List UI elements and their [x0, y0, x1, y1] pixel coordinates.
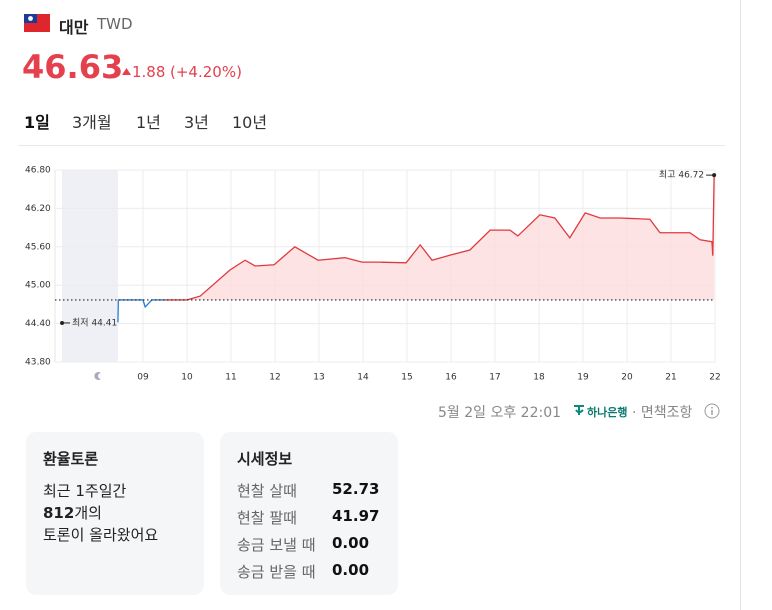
x-tick-label: 14	[357, 373, 369, 383]
disclaimer[interactable]: · 면책조항	[632, 405, 693, 421]
annotation: 최고 46.72	[659, 170, 704, 181]
row-label: 송금 보낼 때	[237, 536, 316, 554]
flag	[24, 14, 50, 32]
bank-logo	[574, 405, 584, 415]
x-tick-label: 22	[709, 373, 720, 383]
x-tick-label: 15	[401, 373, 412, 383]
row-label: 현찰 팔때	[237, 509, 297, 527]
separator	[18, 145, 725, 146]
discussion-card[interactable]: 환율토론 최근 1주일간 812개의 토론이 올라왔어요	[26, 432, 204, 595]
y-tick-label: 44.40	[25, 319, 51, 329]
row-value: 0.00	[332, 561, 370, 579]
x-tick-label: 19	[577, 373, 589, 383]
up-arrow	[122, 68, 131, 75]
x-tick-label: 17	[489, 373, 500, 383]
currency-name: 대만	[59, 18, 89, 37]
row-value: 41.97	[332, 507, 380, 525]
row-value: 0.00	[332, 534, 370, 552]
line	[165, 175, 715, 301]
night-icon	[94, 371, 101, 380]
row-value: 52.73	[332, 480, 380, 498]
row-label: 송금 받을 때	[237, 563, 316, 581]
x-tick-label: 18	[533, 373, 545, 383]
change-pct: (+4.20%)	[170, 63, 242, 81]
tab[interactable]: 3년	[184, 113, 209, 132]
text: 토론이 올라왔어요	[43, 526, 159, 544]
tab[interactable]: 1년	[136, 113, 161, 132]
x-tick-label: 13	[313, 373, 324, 383]
annotation: 최저 44.41	[72, 317, 117, 328]
card-title: 환율토론	[43, 450, 99, 468]
bank-name: 하나은행	[587, 406, 628, 419]
divider	[740, 0, 741, 610]
rate: 46.63	[22, 48, 124, 86]
x-tick-label: 10	[181, 373, 193, 383]
currency-code: TWD	[97, 15, 133, 33]
y-tick-label: 46.80	[25, 166, 51, 176]
timestamp: 5월 2일 오후 22:01	[438, 405, 562, 421]
x-tick-label: 20	[621, 373, 633, 383]
tab[interactable]: 10년	[232, 113, 268, 132]
x-tick-label: 12	[269, 373, 280, 383]
tab[interactable]: 3개월	[72, 113, 112, 132]
price-card: 시세정보 현찰 살때 52.73 현찰 팔때 41.97 송금 보낼 때 0.00 송금 받…	[220, 432, 398, 595]
info-icon[interactable]	[704, 403, 720, 419]
x-tick-label: 16	[445, 373, 457, 383]
count: 812	[43, 504, 75, 522]
area	[165, 175, 715, 300]
y-tick-label: 46.20	[25, 204, 51, 214]
text: 개의	[74, 504, 102, 522]
line	[117, 299, 165, 323]
x-tick-label: 11	[225, 373, 236, 383]
night-shade	[62, 170, 118, 362]
card-title: 시세정보	[237, 450, 293, 468]
change: 1.88	[132, 63, 166, 81]
y-tick-label: 45.00	[25, 281, 51, 291]
tab[interactable]: 1일	[24, 113, 50, 132]
text: 최근 1주일간	[43, 482, 127, 500]
row-label: 현찰 살때	[237, 482, 297, 500]
y-tick-label: 43.80	[25, 358, 51, 368]
y-tick-label: 45.60	[25, 242, 51, 252]
x-tick-label: 21	[665, 373, 676, 383]
x-tick-label: 09	[137, 373, 149, 383]
chart: 43.80 44.40 45.00 45.60 46.20 46.80 09 10 11 12 13…	[25, 166, 721, 383]
